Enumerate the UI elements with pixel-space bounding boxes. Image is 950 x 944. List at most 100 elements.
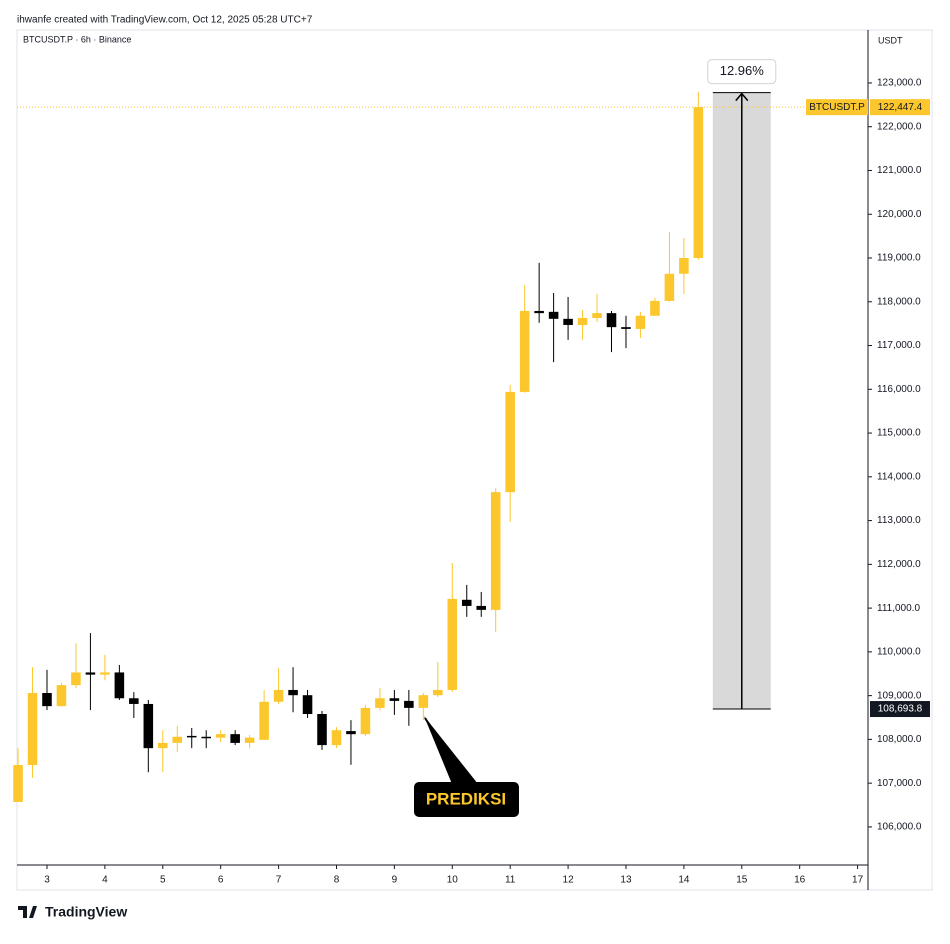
candle-body xyxy=(389,698,400,701)
candle-body xyxy=(404,700,414,708)
candle-body xyxy=(635,315,646,329)
candle-body xyxy=(346,731,356,735)
candle-body xyxy=(56,685,67,707)
candle-body xyxy=(85,672,96,675)
candle-body xyxy=(490,492,501,610)
annotation-box xyxy=(414,782,519,817)
y-tick-label: 118,000.0 xyxy=(877,296,921,307)
candle-body xyxy=(606,313,617,328)
brand-icon xyxy=(18,906,37,918)
candle-body xyxy=(42,693,52,707)
y-tick-label: 119,000.0 xyxy=(877,253,921,264)
candle-body xyxy=(158,742,168,749)
x-tick-label: 12 xyxy=(563,875,575,886)
candle-body xyxy=(548,311,559,319)
x-tick-label: 9 xyxy=(392,875,398,886)
candle-body xyxy=(650,300,660,316)
y-tick-label: 110,000.0 xyxy=(877,647,921,658)
y-tick-label: 123,000.0 xyxy=(877,78,922,89)
last-price-tag xyxy=(870,99,930,116)
currency: USDT xyxy=(878,35,903,45)
symbol-tag-label: BTCUSDT.P xyxy=(809,102,865,113)
symbol-tag xyxy=(806,99,868,116)
measure-label: 12.96% xyxy=(720,63,765,78)
symbol-title: BTCUSDT.P · 6h · Binance xyxy=(23,34,131,44)
measure-label-box xyxy=(707,59,777,85)
candle-body xyxy=(259,701,269,740)
candle-body xyxy=(201,736,211,739)
candle-body xyxy=(230,734,240,743)
plot: 12.96% xyxy=(13,59,868,802)
brand-logo xyxy=(18,906,37,918)
candle-body xyxy=(13,765,23,802)
candle-body xyxy=(186,735,197,738)
y-tick-label: 117,000.0 xyxy=(877,340,921,351)
x-tick-label: 8 xyxy=(334,875,340,886)
x-tick-label: 16 xyxy=(794,875,806,886)
candle-body xyxy=(447,598,458,690)
x-tick-label: 6 xyxy=(218,875,224,886)
candle-body xyxy=(215,734,226,738)
candle-body xyxy=(476,605,487,610)
y-tick-label: 122,000.0 xyxy=(877,121,922,132)
candle-body xyxy=(71,672,81,686)
candle-body xyxy=(360,707,371,735)
measure-low-tag xyxy=(870,701,930,718)
candle-body xyxy=(433,689,443,696)
candle-body xyxy=(143,703,154,749)
x-tick-label: 14 xyxy=(678,875,690,886)
candle-body xyxy=(563,318,573,325)
y-tick-label: 107,000.0 xyxy=(877,778,922,789)
y-tick-label: 112,000.0 xyxy=(877,559,921,570)
annotation-pointer-head xyxy=(424,716,478,784)
x-tick-label: 5 xyxy=(160,875,166,886)
candle-body xyxy=(505,391,515,493)
x-tick-label: 7 xyxy=(276,875,282,886)
brand-name: TradingView xyxy=(45,904,127,920)
y-tick-label: 120,000.0 xyxy=(877,209,922,220)
candle-body xyxy=(27,693,38,766)
candle-body xyxy=(244,737,255,743)
x-tick-label: 13 xyxy=(620,875,632,886)
candle-body xyxy=(288,689,298,696)
candle-body xyxy=(375,698,385,708)
x-tick-label: 4 xyxy=(102,875,108,886)
frame xyxy=(16,29,933,891)
measure-low-label: 108,693.8 xyxy=(878,704,923,715)
y-tick-label: 116,000.0 xyxy=(877,384,921,395)
x-tick-label: 15 xyxy=(736,875,748,886)
y-tick-label: 109,000.0 xyxy=(877,690,922,701)
candle-body xyxy=(577,317,588,325)
candle-body xyxy=(664,273,675,301)
candle-body xyxy=(679,258,689,274)
annotation-text: PREDIKSI xyxy=(426,789,506,808)
candle-body xyxy=(172,736,183,743)
y-tick-label: 108,000.0 xyxy=(877,734,922,745)
measure-arrowhead xyxy=(735,92,749,102)
candle-body xyxy=(461,599,472,606)
candle-body xyxy=(273,689,284,702)
candle-body xyxy=(592,313,602,318)
candle-body xyxy=(317,714,327,746)
candle-body xyxy=(114,672,125,699)
x-tick-label: 11 xyxy=(505,875,516,886)
x-tick-label: 10 xyxy=(447,875,459,886)
candle-body xyxy=(129,698,139,704)
y-tick-label: 111,000.0 xyxy=(877,603,920,614)
candle-body xyxy=(100,672,110,675)
last-price-label: 122,447.4 xyxy=(878,102,923,113)
x-tick-label: 3 xyxy=(44,875,50,886)
candle-body xyxy=(331,730,342,746)
candle-body xyxy=(519,310,530,392)
y-tick-label: 121,000.0 xyxy=(877,165,922,176)
x-tick-label: 17 xyxy=(852,875,864,886)
y-tick-label: 114,000.0 xyxy=(877,471,921,482)
credit: ihwanfe created with TradingView.com, Oc… xyxy=(17,15,313,26)
candle-body xyxy=(534,310,544,314)
candle-body xyxy=(621,327,631,329)
y-tick-label: 115,000.0 xyxy=(877,428,921,439)
y-tick-label: 106,000.0 xyxy=(877,822,922,833)
candle-body xyxy=(418,695,429,708)
candle-body xyxy=(693,107,704,259)
